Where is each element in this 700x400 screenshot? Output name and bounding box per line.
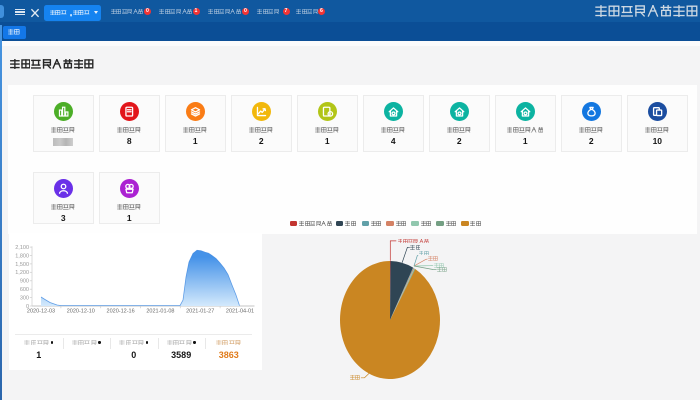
svg-text:0: 0 bbox=[26, 304, 29, 310]
svg-text:1,200: 1,200 bbox=[15, 270, 29, 276]
svg-text:2021-01-08: 2021-01-08 bbox=[146, 309, 174, 315]
svg-text:1,500: 1,500 bbox=[15, 262, 29, 268]
svg-text:600: 600 bbox=[20, 287, 29, 293]
svg-text:2021-01-27: 2021-01-27 bbox=[186, 309, 214, 315]
svg-text:2020-12-16: 2020-12-16 bbox=[107, 309, 135, 315]
svg-text:2020-12-10: 2020-12-10 bbox=[67, 309, 95, 315]
svg-text:900: 900 bbox=[20, 279, 29, 285]
svg-text:1,800: 1,800 bbox=[15, 253, 29, 259]
svg-text:2,100: 2,100 bbox=[15, 245, 29, 251]
svg-text:2020-12-03: 2020-12-03 bbox=[27, 309, 55, 315]
svg-text:300: 300 bbox=[20, 296, 29, 302]
svg-text:2021-04-01: 2021-04-01 bbox=[226, 309, 254, 315]
